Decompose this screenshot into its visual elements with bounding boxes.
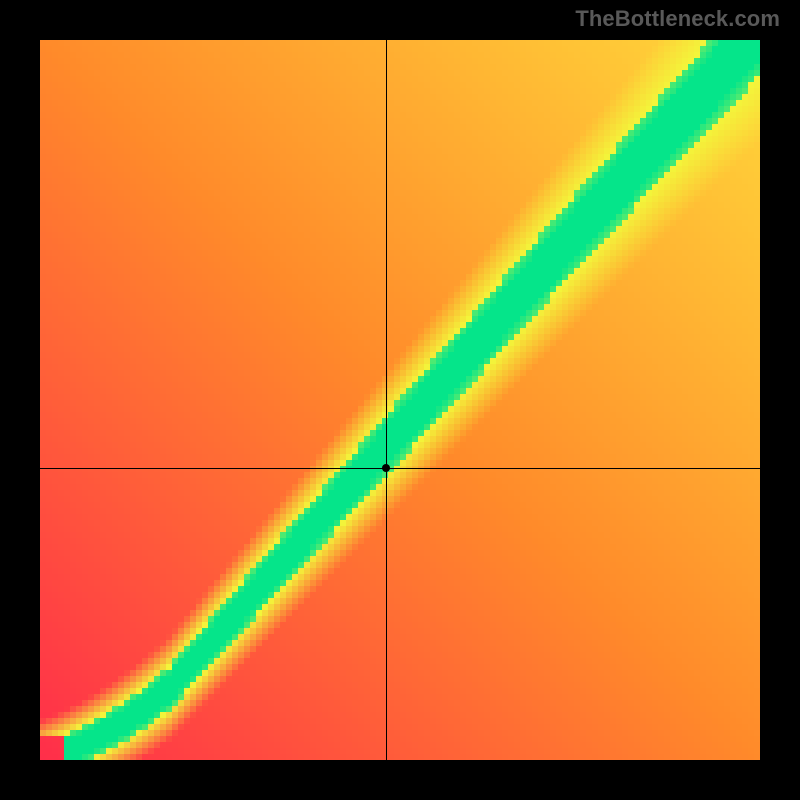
chart-container: TheBottleneck.com [0, 0, 800, 800]
crosshair-marker [382, 464, 390, 472]
crosshair-vertical [386, 40, 387, 760]
crosshair-horizontal [40, 468, 760, 469]
heatmap-canvas [40, 40, 760, 760]
watermark: TheBottleneck.com [575, 6, 780, 32]
plot-area [40, 40, 760, 760]
